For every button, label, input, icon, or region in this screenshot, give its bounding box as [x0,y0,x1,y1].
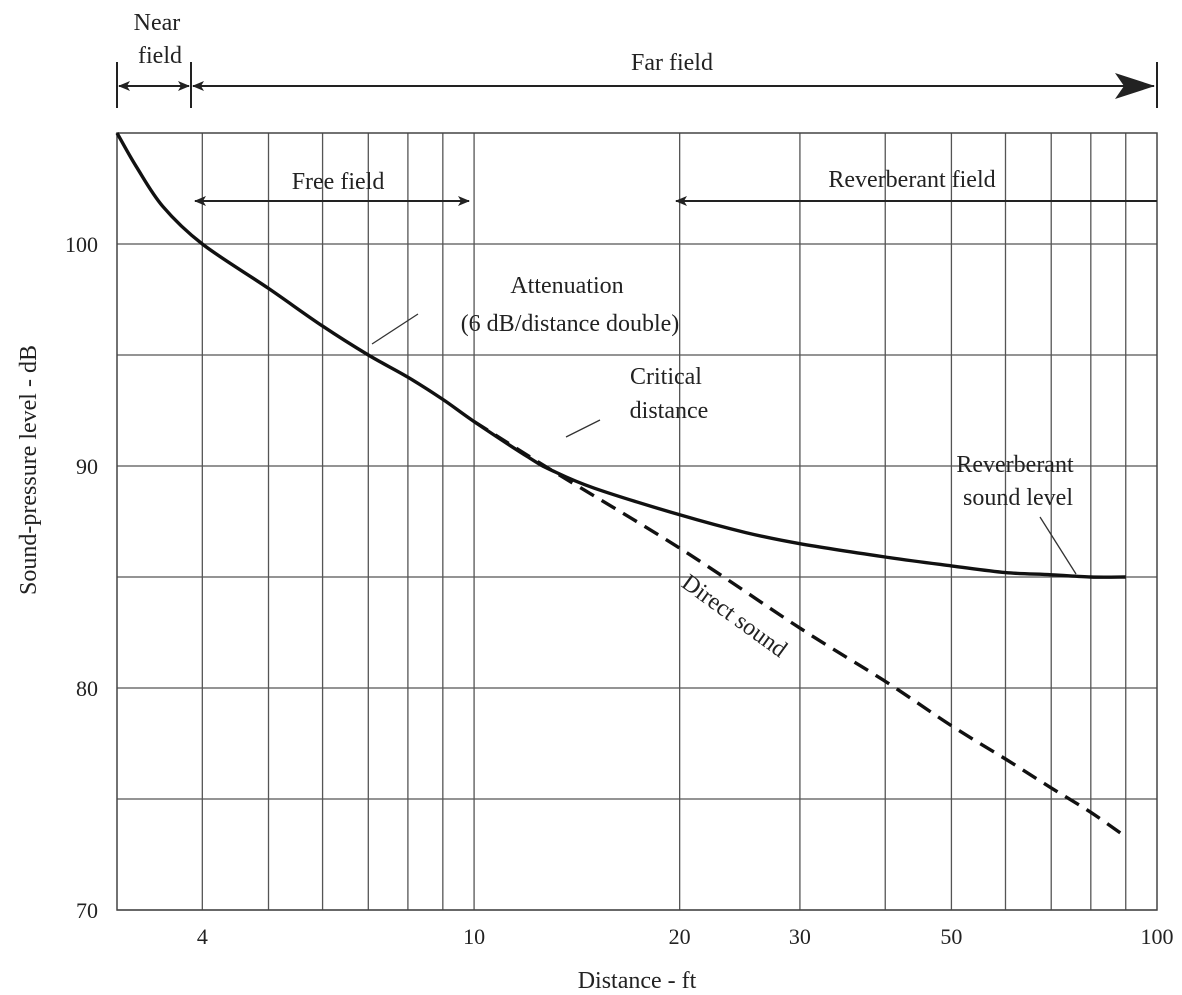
y-tick-label: 100 [65,232,98,257]
x-tick-label: 100 [1141,924,1174,949]
reverberant-level-leader [1039,516,1077,575]
x-tick-label: 50 [940,924,962,949]
tick-labels: 4 10 20 30 50 100 70 80 90 100 [65,232,1174,949]
far-field-label: Far field [631,50,713,76]
y-axis-label: Sound-pressure level - dB [16,345,42,595]
attenuation-leader [371,313,419,345]
x-tick-label: 4 [197,924,208,949]
attenuation-label: Attenuation (6 dB/distance double) [461,273,680,337]
y-tick-label: 80 [76,676,98,701]
reverberant-level-label: Reverberant sound level [956,452,1079,511]
y-tick-label: 70 [76,898,98,923]
series-direct-sound [473,420,1127,839]
x-axis-label: Distance - ft [578,968,697,994]
x-tick-label: 10 [463,924,485,949]
x-tick-label: 30 [789,924,811,949]
free-field-label: Free field [292,169,385,195]
critical-distance-leader [565,419,601,438]
y-tick-label: 90 [76,454,98,479]
near-field-label: Near field [134,10,187,69]
reverberant-field-label: Reverberant field [828,167,995,193]
critical-distance-label: Critical distance [630,364,709,424]
plot-frame [116,132,1158,911]
x-tick-label: 20 [669,924,691,949]
gridlines [117,133,1157,911]
